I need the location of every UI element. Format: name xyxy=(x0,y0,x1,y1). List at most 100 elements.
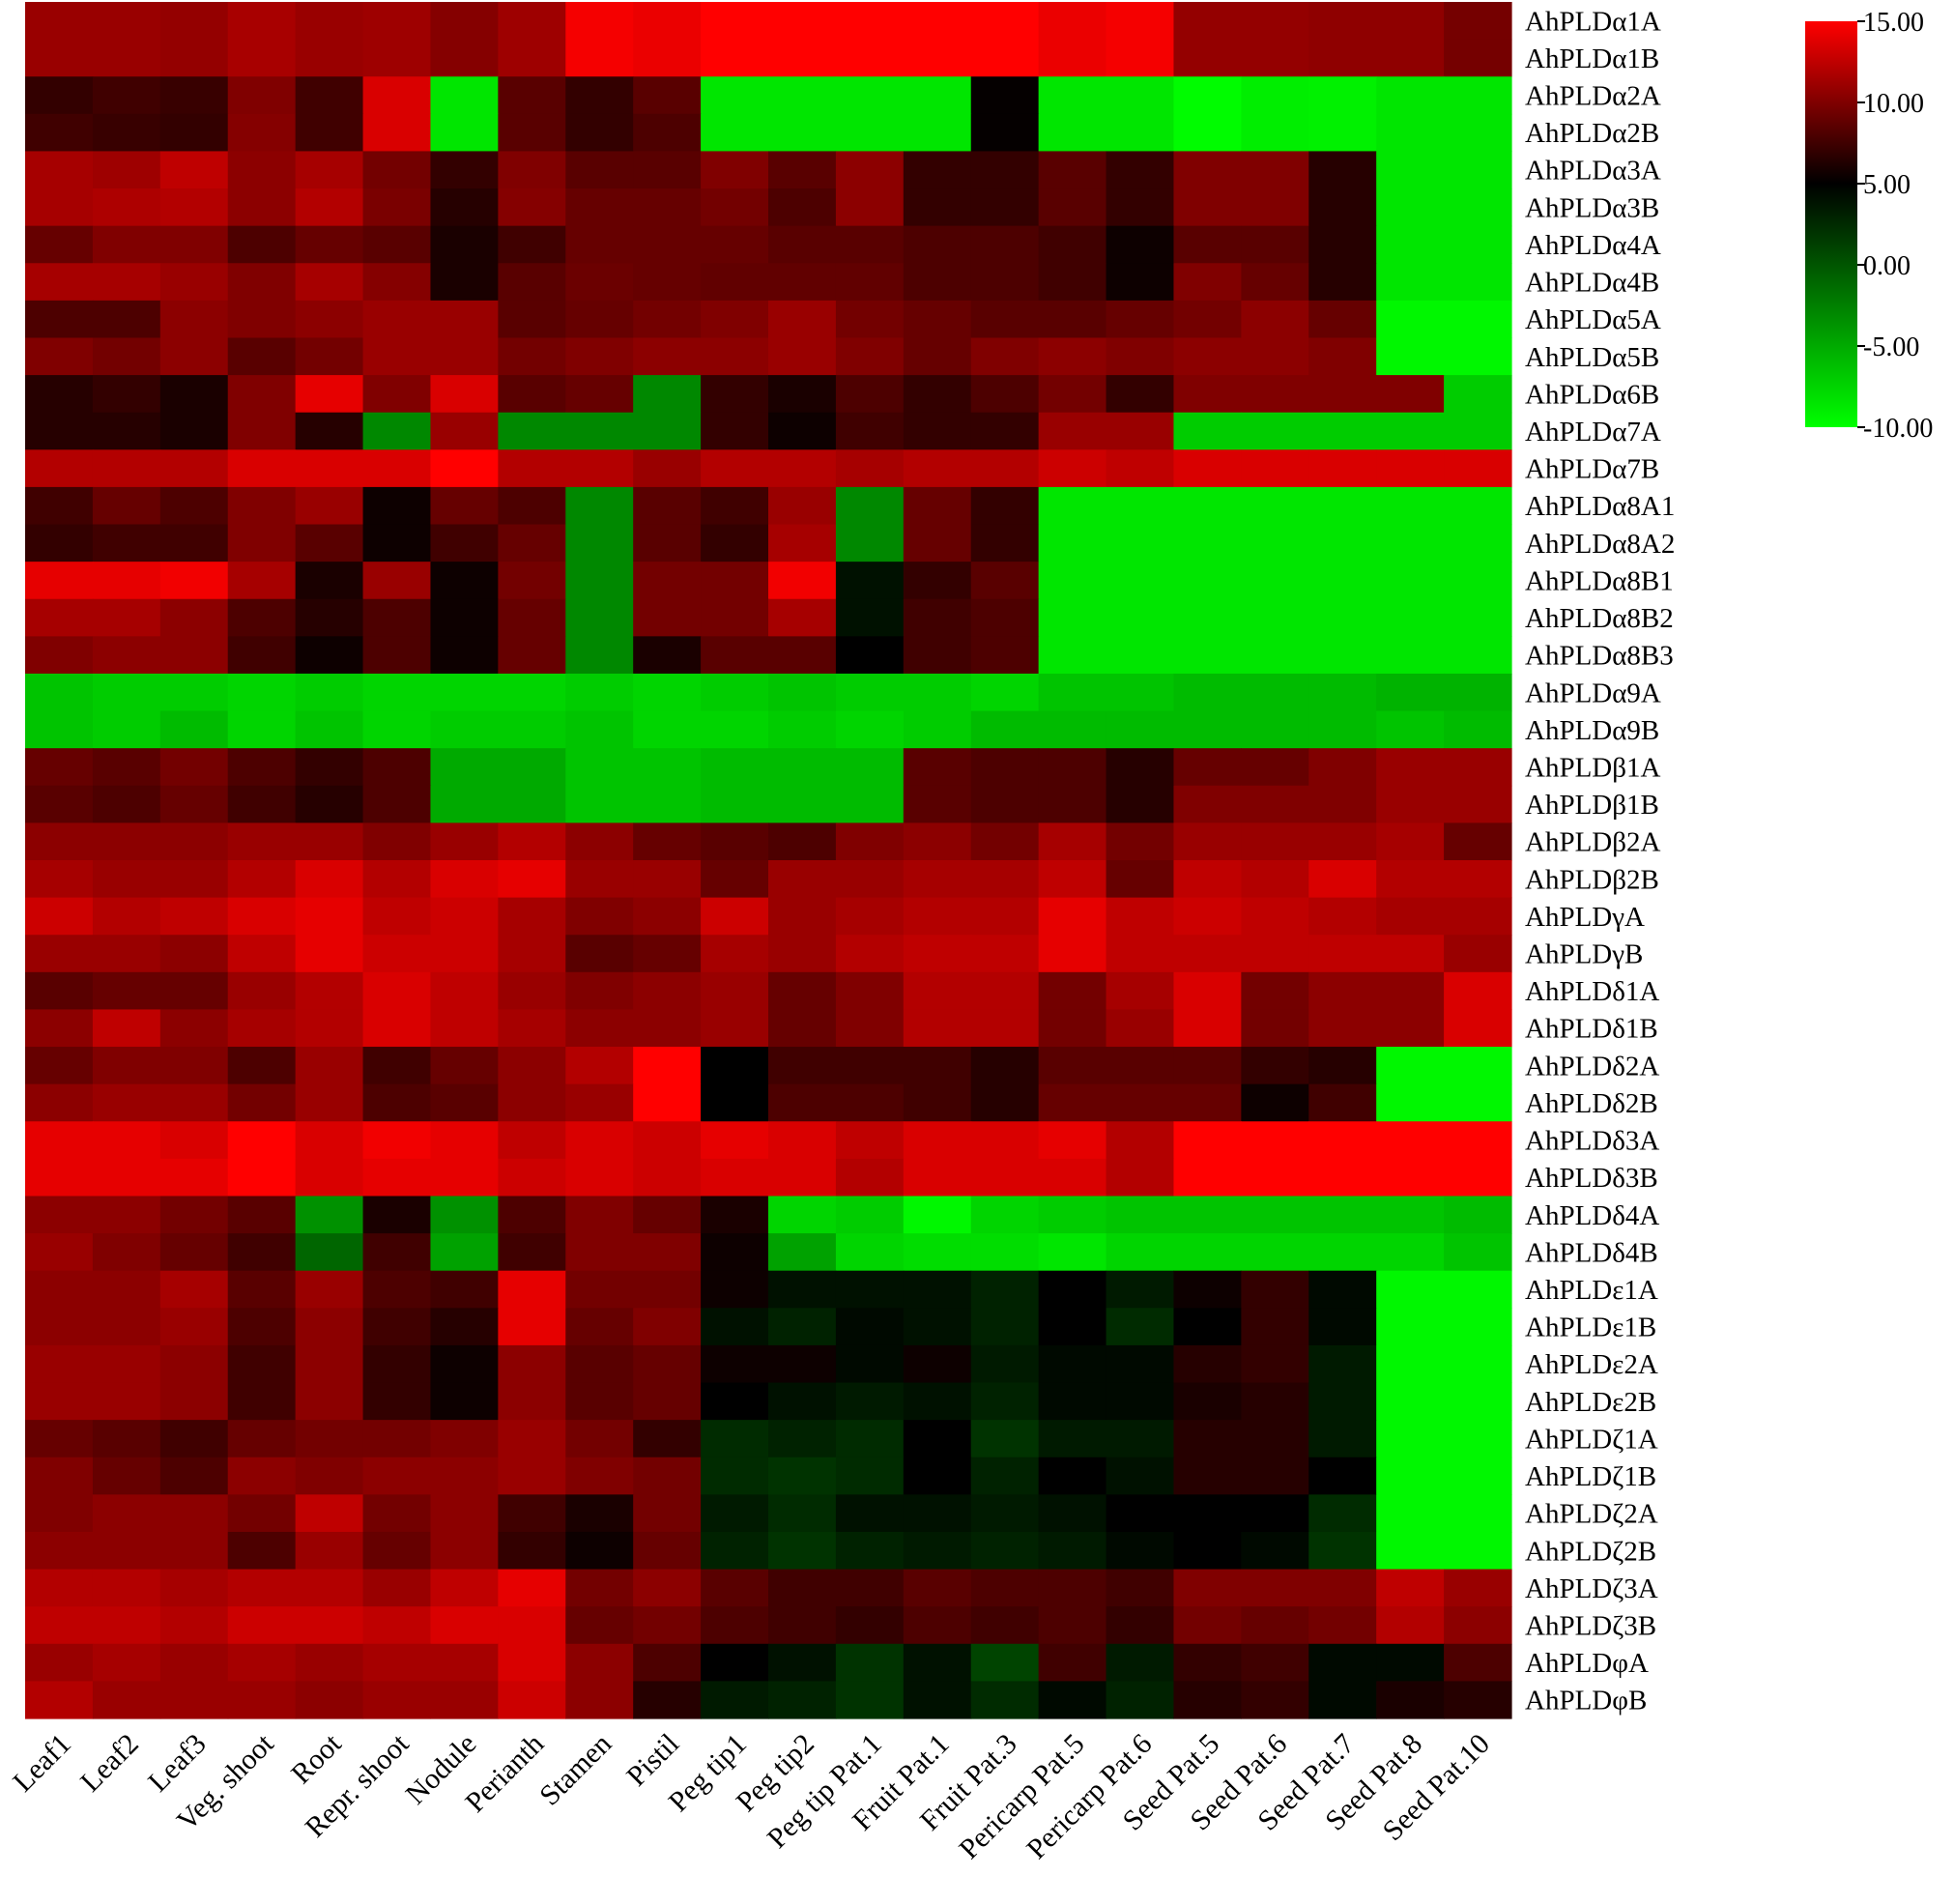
heatmap-cell xyxy=(1444,188,1512,227)
heatmap-cell xyxy=(295,1606,364,1645)
heatmap-cell xyxy=(227,524,297,563)
heatmap-cell xyxy=(1376,748,1445,787)
heatmap-cell xyxy=(903,1233,972,1272)
heatmap-cell xyxy=(835,785,905,823)
heatmap-cell xyxy=(768,935,837,973)
heatmap-cell xyxy=(295,76,364,115)
heatmap-cell xyxy=(1038,785,1107,823)
heatmap-cell xyxy=(362,1233,432,1272)
heatmap-cell xyxy=(159,76,229,115)
heatmap-cell xyxy=(768,1121,837,1160)
heatmap-cell xyxy=(498,1531,566,1571)
heatmap-cell xyxy=(25,225,94,264)
heatmap-cell xyxy=(701,1531,769,1571)
heatmap-cell xyxy=(970,748,1040,787)
heatmap-cell xyxy=(1308,598,1377,637)
heatmap-cell xyxy=(768,822,837,861)
heatmap-cell xyxy=(1038,2,1107,41)
heatmap-cell xyxy=(768,337,837,376)
heatmap-cell xyxy=(565,113,634,153)
heatmap-cell xyxy=(701,76,769,115)
heatmap-cell xyxy=(633,1681,702,1719)
heatmap-cell xyxy=(1241,1196,1309,1234)
heatmap-cell xyxy=(768,39,837,77)
heatmap-cell xyxy=(970,1569,1040,1607)
heatmap-cell xyxy=(565,375,634,414)
heatmap-cell xyxy=(92,113,161,153)
heatmap-cell xyxy=(768,1382,837,1421)
heatmap-cell xyxy=(835,1494,905,1533)
heatmap-cell xyxy=(295,785,364,823)
heatmap-cell xyxy=(970,562,1040,600)
heatmap-cell xyxy=(1038,562,1107,600)
heatmap-cell xyxy=(903,375,972,414)
heatmap-cell xyxy=(903,1494,972,1533)
heatmap-cell xyxy=(903,935,972,973)
heatmap-cell xyxy=(1444,1233,1512,1272)
heatmap-cell xyxy=(1106,225,1175,264)
heatmap-cell xyxy=(1308,785,1377,823)
heatmap-cell xyxy=(970,1047,1040,1085)
heatmap-cell xyxy=(1241,1121,1309,1160)
heatmap-cell xyxy=(1444,935,1512,973)
heatmap-cell xyxy=(498,1643,566,1682)
heatmap-cell xyxy=(768,412,837,450)
heatmap-cell xyxy=(25,412,94,450)
heatmap-cell xyxy=(1241,1531,1309,1571)
color-scale-legend: 15.00 10.00 5.00 0.00 -5.00 -10.00 xyxy=(1805,8,1933,444)
heatmap-cell xyxy=(903,636,972,675)
heatmap-cell xyxy=(701,449,769,488)
heatmap-cell xyxy=(227,337,297,376)
heatmap-cell xyxy=(701,188,769,227)
heatmap-cell xyxy=(362,1158,432,1197)
heatmap-cell xyxy=(768,971,837,1011)
heatmap-cell xyxy=(498,1457,566,1495)
heatmap-cell xyxy=(768,1196,837,1234)
heatmap-cell xyxy=(159,1681,229,1719)
heatmap-cell xyxy=(430,2,499,41)
heatmap-cell xyxy=(295,263,364,302)
heatmap-cell xyxy=(362,524,432,563)
heatmap-cell xyxy=(633,897,702,936)
heatmap-cell xyxy=(1038,1233,1107,1272)
heatmap-cell xyxy=(430,673,499,712)
row-label: AhPLDδ2A xyxy=(1525,1051,1659,1082)
heatmap-cell xyxy=(565,1494,634,1533)
heatmap-cell xyxy=(565,1009,634,1048)
heatmap-cell xyxy=(295,1233,364,1272)
color-scale-bar xyxy=(1805,21,1857,427)
heatmap-cell xyxy=(768,1531,837,1571)
heatmap-cell xyxy=(1106,375,1175,414)
heatmap-cell xyxy=(159,1047,229,1085)
heatmap-cell xyxy=(1308,225,1377,264)
heatmap-cell xyxy=(25,486,94,526)
heatmap-cell xyxy=(295,39,364,77)
heatmap-cell xyxy=(903,524,972,563)
heatmap-cell xyxy=(362,1569,432,1607)
heatmap-cell xyxy=(1038,1531,1107,1571)
heatmap-cell xyxy=(362,449,432,488)
heatmap-cell xyxy=(1444,1569,1512,1607)
heatmap-cell xyxy=(633,524,702,563)
heatmap-cell xyxy=(498,2,566,41)
heatmap-cell xyxy=(1106,1233,1175,1272)
heatmap-cell xyxy=(25,897,94,936)
heatmap-cell xyxy=(295,524,364,563)
heatmap-cell xyxy=(430,971,499,1011)
heatmap-cell xyxy=(362,1308,432,1346)
heatmap-cell xyxy=(227,1382,297,1421)
heatmap-cell xyxy=(1038,76,1107,115)
heatmap-cell xyxy=(970,860,1040,899)
row-label: AhPLDδ4B xyxy=(1525,1237,1658,1268)
heatmap-cell xyxy=(295,1643,364,1682)
heatmap-cell xyxy=(633,263,702,302)
heatmap-cell xyxy=(362,1047,432,1085)
heatmap-cell xyxy=(835,598,905,637)
heatmap-cell xyxy=(159,300,229,339)
heatmap-cell xyxy=(970,897,1040,936)
heatmap-cell xyxy=(1241,1158,1309,1197)
heatmap-cell xyxy=(1173,1158,1242,1197)
heatmap-cell xyxy=(1038,300,1107,339)
heatmap-cell xyxy=(227,1569,297,1607)
row-label: AhPLDα7A xyxy=(1525,417,1661,447)
